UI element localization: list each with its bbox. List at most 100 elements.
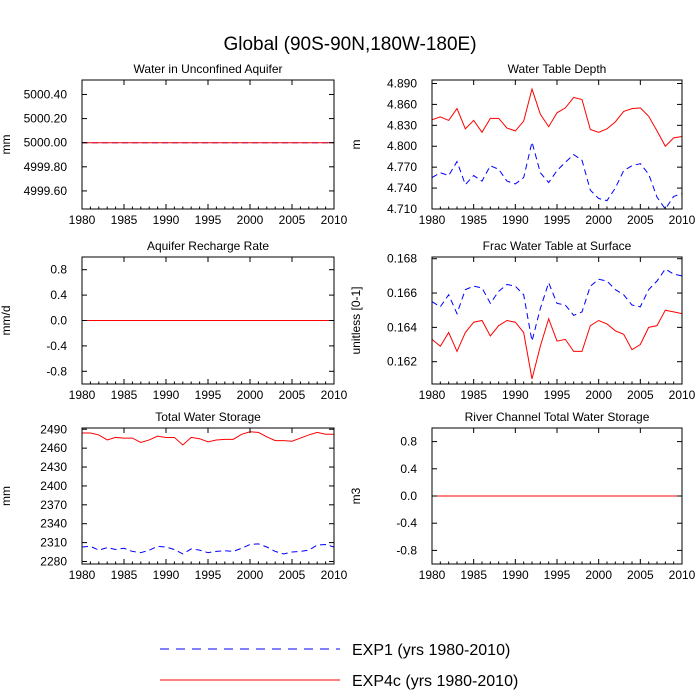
x-tick-label: 2005 [627,568,654,582]
x-tick-label: 1995 [544,213,571,227]
x-tick-label: 1985 [111,568,138,582]
x-tick-label: 2010 [669,388,696,402]
y-tick-label: 0.166 [387,286,417,300]
x-tick-label: 1980 [419,568,446,582]
y-tick-label: 2460 [40,441,67,455]
y-tick-label: 4.740 [387,181,417,195]
panel-title: River Channel Total Water Storage [465,410,650,424]
y-tick-label: 5000.00 [24,136,68,150]
series-line-exp1 [432,268,682,342]
y-tick-label: 4.890 [387,76,417,90]
x-tick-label: 2000 [237,388,264,402]
y-tick-label: 5000.20 [24,112,68,126]
y-tick-label: 2370 [40,498,67,512]
y-tick-label: -0.4 [46,339,67,353]
chart-panel-5: Total Water Storage mm 1980 1985 1990 1995 200… [0,410,348,582]
x-tick-label: 2000 [585,388,612,402]
series-line-exp4c [432,309,682,379]
y-tick-label: 0.168 [387,252,417,266]
y-tick-label: 2310 [40,536,67,550]
x-tick-label: 2005 [279,568,306,582]
y-tick-label: 2340 [40,517,67,531]
x-tick-label: 2010 [669,568,696,582]
y-tick-label: 4.710 [387,202,417,216]
y-tick-label: 0.8 [400,435,417,449]
y-tick-label: -0.8 [46,364,67,378]
x-tick-label: 1990 [502,568,529,582]
x-tick-label: 2000 [585,213,612,227]
x-tick-label: 1995 [195,388,222,402]
x-tick-label: 1990 [153,213,180,227]
legend-label-exp4c: EXP4c (yrs 1980-2010) [352,673,518,690]
y-axis-label: m [349,140,363,150]
y-tick-label: 4.830 [387,118,417,132]
y-tick-label: 0.8 [50,263,67,277]
chart-panel-3: Aquifer Recharge Rate mm/d 1980 1985 1990 199… [0,239,348,402]
figure-title: Global (90S-90N,180W-180E) [223,34,476,55]
series-line-exp1 [82,543,334,555]
y-axis-label: mm/d [0,306,13,336]
y-axis-label: mm [0,486,13,506]
y-tick-label: 0.164 [387,320,417,334]
x-tick-label: 1985 [460,568,487,582]
chart-panel-2: Water Table Depth m 1980 1985 1990 1995 2000 20… [349,62,696,227]
x-tick-label: 1995 [544,388,571,402]
x-tick-label: 1985 [460,388,487,402]
x-tick-label: 1980 [419,388,446,402]
plot-frame [81,427,335,565]
x-tick-label: 2010 [321,568,348,582]
y-tick-label: 2430 [40,460,67,474]
y-tick-label: 0.4 [50,288,67,302]
y-tick-label: 4999.60 [24,184,68,198]
y-tick-label: 2490 [40,422,67,436]
x-tick-label: 2000 [585,568,612,582]
x-tick-label: 1995 [195,213,222,227]
y-tick-label: 5000.40 [24,87,68,101]
x-tick-label: 2010 [669,213,696,227]
x-tick-label: 1990 [502,388,529,402]
y-tick-label: 4.800 [387,139,417,153]
x-tick-label: 1990 [153,388,180,402]
series-line-exp4c [82,431,334,446]
panel-title: Water in Unconfined Aquifer [134,62,283,76]
panel-title: Total Water Storage [155,410,261,424]
y-axis-label: mm [0,135,13,155]
x-tick-label: 2005 [279,213,306,227]
x-tick-label: 1980 [419,213,446,227]
y-axis-label: m3 [349,487,363,504]
x-tick-label: 1980 [69,388,96,402]
panel-title: Aquifer Recharge Rate [147,239,269,253]
x-tick-label: 1985 [111,388,138,402]
y-tick-label: 0.0 [400,489,417,503]
x-tick-label: 1980 [69,213,96,227]
x-tick-label: 1995 [544,568,571,582]
y-tick-label: 0.4 [400,462,417,476]
x-tick-label: 1980 [69,568,96,582]
y-axis-label: unitless [0-1] [349,286,363,354]
legend: EXP1 (yrs 1980-2010) EXP4c (yrs 1980-201… [160,642,518,690]
chart-panel-4: Frac Water Table at Surface unitless [0-1… [349,239,696,402]
x-tick-label: 2005 [279,388,306,402]
legend-label-exp1: EXP1 (yrs 1980-2010) [352,642,510,659]
y-tick-label: -0.8 [396,543,417,557]
x-tick-label: 2005 [627,388,654,402]
y-tick-label: 0.162 [387,355,417,369]
x-tick-label: 2005 [627,213,654,227]
y-tick-label: -0.4 [396,516,417,530]
chart-panel-6: River Channel Total Water Storage m3 1980 1… [349,410,696,582]
y-tick-label: 4.860 [387,97,417,111]
x-tick-label: 1995 [195,568,222,582]
panel-title: Frac Water Table at Surface [483,239,632,253]
x-tick-label: 1985 [111,213,138,227]
series-line-exp1 [432,141,682,209]
y-tick-label: 4999.80 [24,160,68,174]
y-tick-label: 0.0 [50,314,67,328]
chart-panel-1: Water in Unconfined Aquifer mm 1980 1985 199… [0,62,348,227]
x-tick-label: 2010 [321,213,348,227]
panel-grid: Water in Unconfined Aquifer mm 1980 1985 199… [0,62,696,582]
x-tick-label: 2000 [237,213,264,227]
series-line-exp4c [432,87,682,148]
y-tick-label: 2400 [40,479,67,493]
panel-title: Water Table Depth [508,62,607,76]
